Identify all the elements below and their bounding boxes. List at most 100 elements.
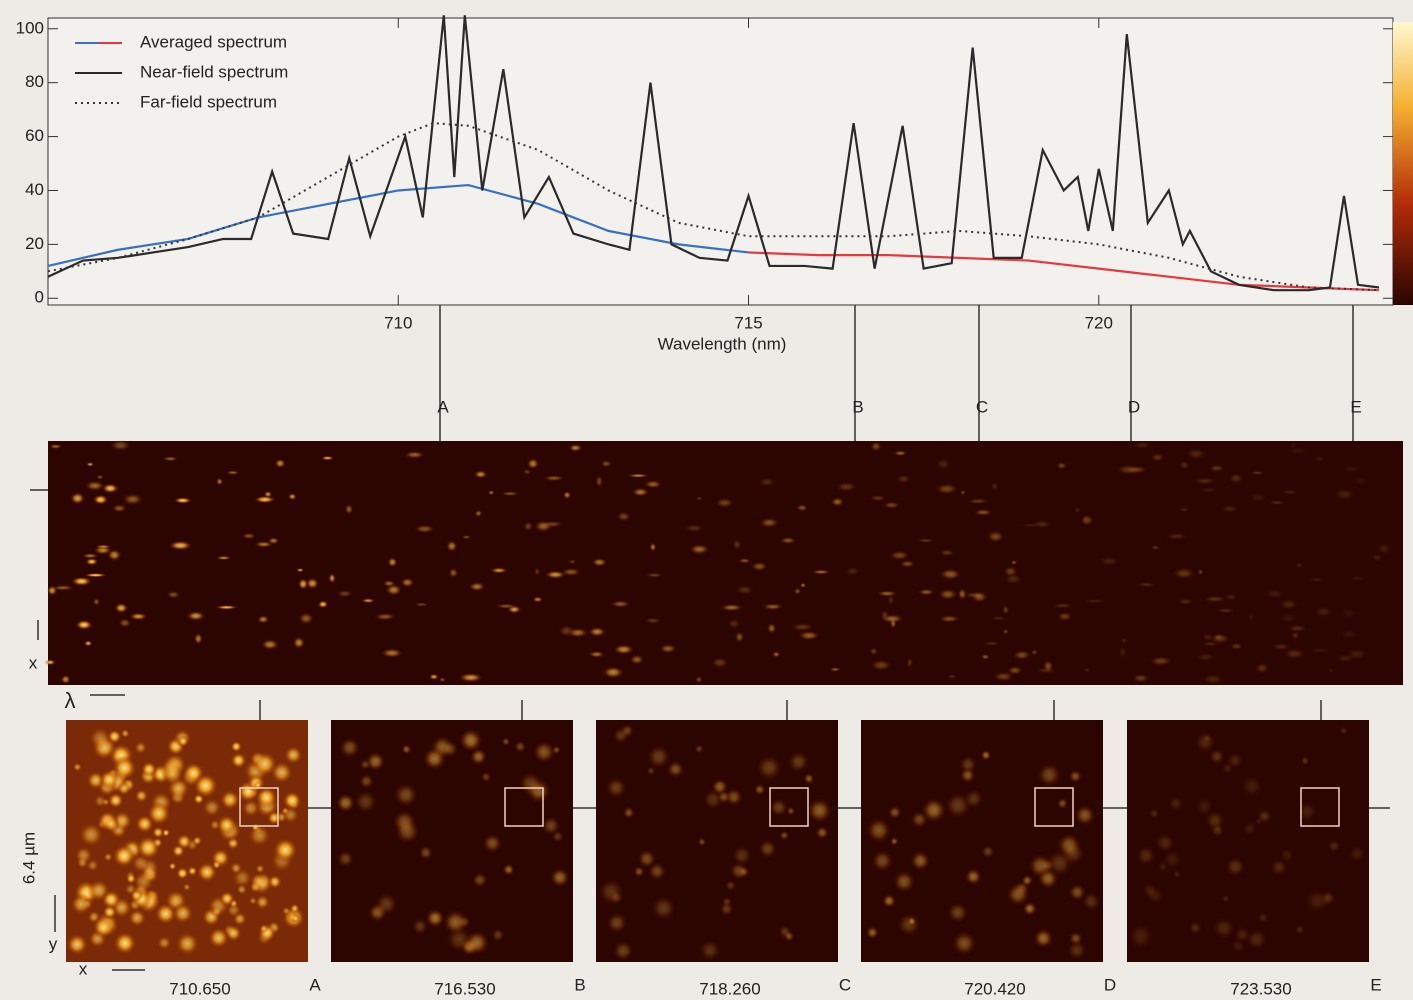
image-spot [1179,461,1191,470]
panel-spot [108,792,124,808]
panel-wavelength: 716.530 [434,979,495,998]
panel-spot [712,779,728,795]
image-spot [1177,598,1194,605]
image-spot [870,495,886,501]
legend-label: Far-field spectrum [140,92,277,111]
panel-spot [1034,929,1053,948]
image-spot [1080,514,1093,525]
image-spot [1250,471,1265,475]
panel-spot [981,750,991,760]
panel-spot [648,862,666,880]
panel-spot [192,836,202,846]
image-spot [490,568,507,574]
image-spot [187,611,205,620]
panel-spot [284,745,303,764]
image-spot [696,496,703,500]
panel-spot [121,729,130,738]
panel-spot [172,844,185,857]
image-spot [888,594,895,606]
image-spot [1353,477,1368,486]
panel-spot [907,917,916,926]
panel-spot [162,764,184,786]
panel-spot [807,798,831,822]
image-spot [735,631,744,642]
panel-spot [780,831,790,841]
image-spot [543,475,564,481]
y-tick-label: 20 [25,234,44,253]
panel-spot [699,940,720,961]
panel-spot [99,770,119,790]
image-spot [501,491,518,496]
image-spot [1125,466,1148,474]
panel-spot [1258,912,1269,923]
panel-spot [402,745,412,755]
image-spot [1179,507,1190,512]
image-spot [1083,599,1106,603]
image-spot [475,510,482,517]
image-spot [1341,465,1361,472]
image-spot [890,618,896,629]
image-spot [459,673,483,682]
image-spot [990,616,1007,621]
image-spot [107,549,121,561]
panel-spot [1037,763,1061,787]
panel-spot [340,738,360,758]
image-spot [61,675,71,684]
image-spot [527,458,539,469]
panel-spot [1156,833,1175,852]
image-spot [1272,643,1291,650]
image-spot [112,504,127,512]
image-spot [829,667,841,671]
panel-spot [366,752,385,771]
image-spot [897,475,911,484]
image-spot [462,535,472,539]
image-spot [95,545,112,549]
panel-spot [893,871,915,893]
panel-spot [255,786,278,809]
panel-spot [267,811,282,826]
image-spot [659,644,676,653]
image-spot [93,598,100,606]
image-spot [1165,533,1187,540]
panel-spot [128,909,147,928]
panel-label: B [574,975,585,994]
panel-spot [230,741,242,753]
panel-spot [1327,839,1341,853]
panel-spot [136,835,161,860]
image-spot [82,553,98,558]
image-spot [738,558,751,563]
panel-spot [882,894,895,907]
image-spot [534,567,540,575]
image-spot [720,604,743,611]
panel-spot [1146,886,1164,904]
panel-spot [1221,895,1230,904]
image-spot [1334,489,1355,501]
y-tick-label: 100 [16,18,44,37]
image-spot [174,497,192,503]
image-spot [1052,603,1074,608]
image-spot [938,589,957,600]
panel-spot [419,846,433,860]
image-spot [1056,462,1067,469]
image-spot [935,483,958,494]
image-spot [1031,649,1038,655]
image-spot [1202,641,1219,646]
axis-x-label-2: x [79,959,88,978]
image-spot [306,578,319,589]
panel-spot [1195,731,1217,753]
panel-spot [652,896,676,920]
x-tick-label: 720 [1085,313,1113,332]
panel-spot [94,794,107,807]
panel-spot [202,798,222,818]
image-spot [1336,654,1356,662]
image-spot [1201,674,1224,684]
image-spot [293,637,305,649]
panel-spot [786,807,795,816]
image-spot [981,654,990,660]
panel-spot [92,917,114,939]
panel-spot [193,773,219,799]
image-spot [1004,573,1022,584]
image-spot [1172,567,1195,579]
panel-spot [134,789,148,803]
image-spot [974,509,993,516]
